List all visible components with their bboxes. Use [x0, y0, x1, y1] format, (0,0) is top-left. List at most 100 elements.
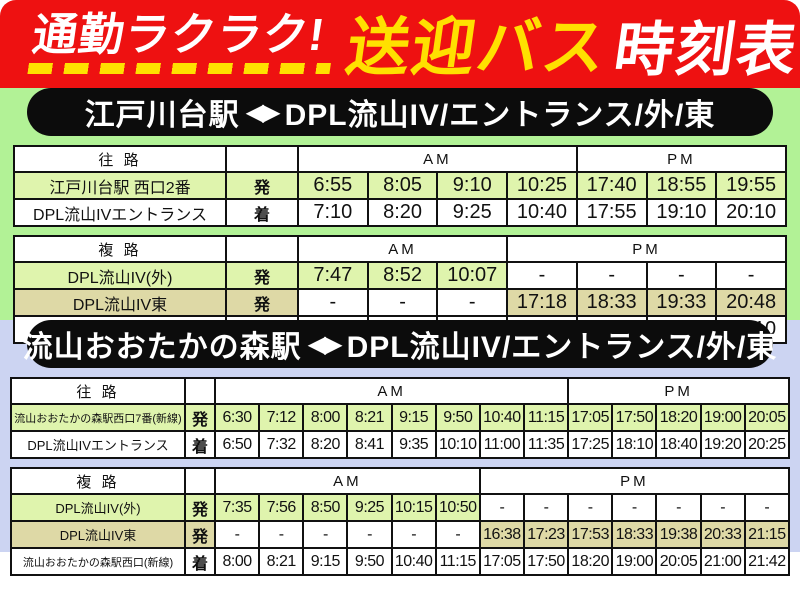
dep-arr-label: 発 [225, 261, 299, 290]
time-cell: 18:33 [575, 288, 648, 317]
dep-arr-label: 着 [225, 198, 299, 227]
section-edogawadai: 江戸川台駅 ◀▶ DPL流山IV/エントランス/外/東 往 路 AM PM 江戸川台駅… [0, 88, 800, 344]
time-cell: 17:53 [567, 520, 614, 549]
time-cell: - [715, 261, 787, 290]
time-cell: - [506, 261, 578, 290]
time-cell: 20:48 [715, 288, 787, 317]
time-cell: 10:40 [390, 547, 437, 576]
time-cell: 17:40 [575, 171, 648, 200]
time-cell: 11:00 [478, 430, 525, 459]
time-cell: 20:05 [655, 547, 702, 576]
type-header-blank [184, 377, 216, 405]
time-cell: 10:25 [506, 171, 578, 200]
time-cell: 8:41 [346, 430, 393, 459]
direction-label: 複 路 [13, 235, 227, 263]
time-cell: - [434, 520, 481, 549]
time-cell: 7:32 [258, 430, 305, 459]
time-cell: 17:50 [522, 547, 570, 576]
time-cell: 19:10 [645, 198, 718, 227]
time-cell: 10:07 [436, 261, 509, 290]
pm-header: PM [575, 145, 788, 173]
poster-header-inner: 通勤ラクラク! 送迎バス 時刻表 [0, 0, 800, 84]
time-cell: 21:42 [743, 547, 791, 576]
header-slogan: 通勤ラクラク! [29, 9, 329, 60]
time-cell: 19:20 [699, 430, 746, 459]
time-cell: 9:35 [390, 430, 437, 459]
route-arrows-icon: ◀▶ [307, 330, 343, 358]
time-cell: 9:10 [436, 171, 509, 200]
station-label: DPL流山IV(外) [10, 493, 186, 522]
time-cell: 7:10 [297, 198, 369, 227]
time-cell: 7:35 [213, 493, 261, 522]
time-cell: 10:10 [434, 430, 481, 459]
dep-arr-label: 発 [225, 171, 299, 200]
time-cell: 10:15 [390, 493, 437, 522]
direction-label: 往 路 [10, 377, 186, 405]
route-arrows-icon: ◀▶ [245, 98, 281, 126]
time-cell: 8:00 [213, 547, 261, 576]
route-destination: DPL流山IV/エントランス/外/東 [346, 331, 778, 364]
time-cell: - [611, 493, 658, 522]
time-cell: 16:38 [478, 520, 525, 549]
time-cell: - [645, 261, 718, 290]
time-cell: 19:00 [699, 403, 746, 432]
time-cell: 20:33 [699, 520, 746, 549]
time-cell: 19:00 [611, 547, 658, 576]
time-cell: 17:50 [611, 403, 658, 432]
am-header: AM [214, 467, 481, 495]
dep-arr-label: 発 [225, 288, 299, 317]
time-cell: - [302, 520, 349, 549]
pm-header: PM [478, 467, 791, 495]
time-cell: 7:47 [297, 261, 369, 290]
time-cell: 21:15 [743, 520, 791, 549]
type-header-blank [184, 467, 216, 495]
header-title-accent: 送迎バス [342, 13, 612, 83]
time-cell: 10:50 [434, 493, 481, 522]
time-cell: 11:35 [522, 430, 570, 459]
am-header: AM [213, 377, 570, 405]
time-cell: 17:23 [522, 520, 570, 549]
time-cell: - [655, 493, 702, 522]
timetable-edogawadai-outbound: 往 路 AM PM 江戸川台駅 西口2番発 6:55 8:05 9:10 10:25 17:40… [13, 145, 788, 227]
time-cell: - [699, 493, 746, 522]
time-cell: - [743, 493, 791, 522]
time-cell: 18:10 [611, 430, 658, 459]
station-label: 江戸川台駅 西口2番 [13, 171, 227, 200]
time-cell: 11:15 [434, 547, 481, 576]
time-cell: 17:05 [567, 403, 614, 432]
time-cell: 7:56 [258, 493, 305, 522]
slogan-block: 通勤ラクラク! [27, 9, 338, 74]
type-header-blank [225, 145, 299, 173]
time-cell: - [297, 288, 369, 317]
station-label: DPL流山IV東 [10, 520, 186, 549]
station-label: 流山おおたかの森駅西口(新線) [10, 547, 186, 576]
time-cell: 9:25 [346, 493, 393, 522]
time-cell: 10:40 [506, 198, 578, 227]
time-cell: 20:10 [715, 198, 787, 227]
route-destination: DPL流山IV/エントランス/外/東 [284, 99, 716, 132]
direction-label: 往 路 [13, 145, 227, 173]
time-cell: 18:20 [655, 403, 702, 432]
pm-header: PM [506, 235, 787, 263]
station-label: DPL流山IVエントランス [10, 430, 186, 459]
time-cell: 7:12 [258, 403, 305, 432]
time-cell: 18:55 [645, 171, 718, 200]
time-cell: 8:20 [366, 198, 439, 227]
station-label: DPL流山IV(外) [13, 261, 227, 290]
time-cell: 9:15 [302, 547, 349, 576]
dashed-underline [27, 63, 331, 74]
dep-arr-label: 発 [184, 520, 216, 549]
time-cell: 9:15 [390, 403, 437, 432]
section-otakanomori: 流山おおたかの森駅 ◀▶ DPL流山IV/エントランス/外/東 往 路 AM PM 流… [0, 320, 800, 576]
time-cell: - [213, 520, 261, 549]
time-cell: 19:38 [655, 520, 702, 549]
station-label: 流山おおたかの森駅西口7番(新線) [10, 403, 186, 432]
time-cell: 9:25 [436, 198, 509, 227]
time-cell: 17:25 [567, 430, 614, 459]
am-header: AM [297, 145, 578, 173]
time-cell: 10:40 [478, 403, 525, 432]
time-cell: 17:55 [575, 198, 648, 227]
time-cell: 6:50 [213, 430, 261, 459]
time-cell: 20:25 [743, 430, 791, 459]
header-title-rest: 時刻表 [610, 17, 800, 83]
